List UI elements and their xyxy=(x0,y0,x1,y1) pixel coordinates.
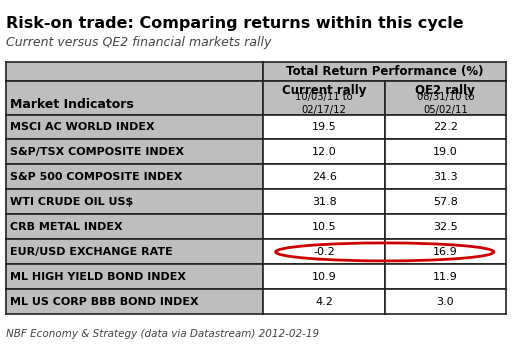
Text: 31.3: 31.3 xyxy=(433,172,458,182)
Text: -0.2: -0.2 xyxy=(313,247,335,257)
Text: 12.0: 12.0 xyxy=(312,147,336,157)
Text: EUR/USD EXCHANGE RATE: EUR/USD EXCHANGE RATE xyxy=(10,247,173,257)
Text: Market Indicators: Market Indicators xyxy=(10,99,134,111)
Text: S&P/TSX COMPOSITE INDEX: S&P/TSX COMPOSITE INDEX xyxy=(10,147,184,157)
Text: 10.9: 10.9 xyxy=(312,272,336,282)
Text: 24.6: 24.6 xyxy=(312,172,336,182)
Text: WTI CRUDE OIL US$: WTI CRUDE OIL US$ xyxy=(10,197,134,207)
Text: 10.5: 10.5 xyxy=(312,222,336,232)
Text: 57.8: 57.8 xyxy=(433,197,458,207)
Text: 19.0: 19.0 xyxy=(433,147,458,157)
Text: Total Return Performance (%): Total Return Performance (%) xyxy=(286,65,483,78)
Text: QE2 rally: QE2 rally xyxy=(415,84,475,96)
Text: 32.5: 32.5 xyxy=(433,222,458,232)
Text: CRB METAL INDEX: CRB METAL INDEX xyxy=(10,222,123,232)
Text: Risk-on trade: Comparing returns within this cycle: Risk-on trade: Comparing returns within … xyxy=(6,16,464,31)
Text: Current rally: Current rally xyxy=(282,84,366,96)
Text: 19.5: 19.5 xyxy=(312,122,336,132)
Text: ML HIGH YIELD BOND INDEX: ML HIGH YIELD BOND INDEX xyxy=(10,272,186,282)
Text: 22.2: 22.2 xyxy=(433,122,458,132)
Text: S&P 500 COMPOSITE INDEX: S&P 500 COMPOSITE INDEX xyxy=(10,172,183,182)
Text: 3.0: 3.0 xyxy=(436,297,454,307)
Text: 4.2: 4.2 xyxy=(315,297,333,307)
Text: 16.9: 16.9 xyxy=(433,247,458,257)
Text: NBF Economy & Strategy (data via Datastream) 2012-02-19: NBF Economy & Strategy (data via Datastr… xyxy=(6,329,319,339)
Text: 31.8: 31.8 xyxy=(312,197,336,207)
Text: 11.9: 11.9 xyxy=(433,272,458,282)
Text: ML US CORP BBB BOND INDEX: ML US CORP BBB BOND INDEX xyxy=(10,297,199,307)
Text: Current versus QE2 financial markets rally: Current versus QE2 financial markets ral… xyxy=(6,36,271,49)
Text: 08/31/10 to
05/02/11: 08/31/10 to 05/02/11 xyxy=(417,92,474,115)
Text: MSCI AC WORLD INDEX: MSCI AC WORLD INDEX xyxy=(10,122,155,132)
Text: 10/03/11 to
02/17/12: 10/03/11 to 02/17/12 xyxy=(295,92,353,115)
